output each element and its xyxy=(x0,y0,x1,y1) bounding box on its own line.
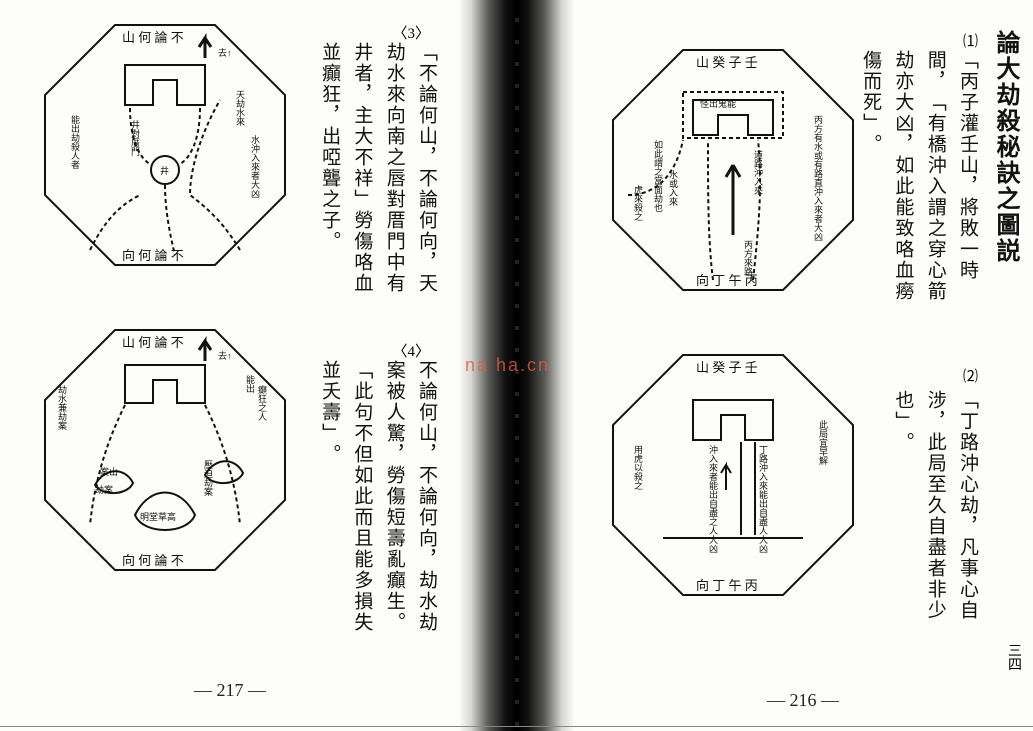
d4-right2: 能出 xyxy=(245,374,255,394)
diagram-1: 山 癸 子 壬 向 丁 午 丙 怪出鬼能 丙方有水或有路直沖入來者大凶 道路沖入… xyxy=(608,45,858,295)
note2-text: ﹁丁路沖心劫︐凡事心自涉︐此局至久自盡者非少也﹂︒ xyxy=(913,390,983,640)
d1-left-a: 如此謂之當面劫也 xyxy=(653,139,663,212)
d3-top: 山 何 論 不 xyxy=(122,30,184,45)
page-number-right: — 216 — xyxy=(573,690,1033,711)
d2-right: 此局宜早解 xyxy=(818,419,828,466)
d1-left-c: 虎來殺之 xyxy=(633,184,643,222)
note3-label: 〈3〉 xyxy=(392,22,430,43)
note2-label: ⑵ xyxy=(963,365,978,386)
d4-ha: 案山 xyxy=(100,466,118,477)
note4-label: 〈4〉 xyxy=(392,340,430,361)
page-number-left: — 217 — xyxy=(0,680,460,701)
d2-bottom: 向 丁 午 丙 xyxy=(696,578,758,593)
d2-il: 沖入來者能出自盡之人大凶 xyxy=(708,444,718,553)
d1-right: 丙方有水或有路直沖入來者大凶 xyxy=(813,115,823,241)
d4-right: 癲狂之人 xyxy=(257,384,267,421)
note1-label: ⑴ xyxy=(963,30,978,51)
d1-banner: 怪出鬼能 xyxy=(700,98,736,109)
note4-text: 不論何山︐不論何向︐劫水劫案被人驚︐勞傷短壽亂癲生︒﹁此句不但如此而且能多損失並… xyxy=(337,360,442,640)
section-title: 論大劫殺秘訣之圖説 xyxy=(984,30,1025,380)
d3-bottom: 向 何 論 不 xyxy=(122,248,184,263)
note1-text: ﹁丙子灌壬山︐將敗一時間︐﹁有橋沖入謂之穿心箭劫亦大凶︐如此能致咯血癆傷而死﹂︒ xyxy=(903,50,983,320)
d3-trc: 去↑ xyxy=(218,47,232,58)
bottom-border xyxy=(0,726,1033,727)
d4-hc: 壓迫劫案 xyxy=(203,460,213,497)
d2-top: 山 癸 子 壬 xyxy=(696,360,758,375)
d1-top: 山 癸 子 壬 xyxy=(696,55,758,70)
d3-inner: 井對厝門 xyxy=(130,119,140,157)
d4-bottom: 向 何 論 不 xyxy=(122,553,184,568)
d1-left-b: 水或入來 xyxy=(668,169,678,207)
d3-ra: 天劫水來 xyxy=(235,90,245,127)
d3-rb: 水沖入來者大凶 xyxy=(250,134,260,198)
diagram-2: 山 癸 子 壬 向 丁 午 丙 此局宜早解 用虎以殺之 丁路沖入來能出自盡人大凶… xyxy=(608,350,858,600)
diagram-4: 山 何 論 不 去↑ 向 何 論 不 劫水兼劫案 癲狂之人 能出 案山 劫案 壓… xyxy=(40,325,290,575)
d4-ha2: 劫案 xyxy=(95,484,113,495)
d1-inner-bottom: 丙方來路 xyxy=(743,240,753,277)
d4-trc: 去↑ xyxy=(218,350,232,361)
d3-well: 井 xyxy=(160,165,169,176)
d2-left: 用虎以殺之 xyxy=(633,445,643,491)
diagram-3: 井 山 何 論 不 去↑ 向 何 論 不 能出劫殺人者 天劫水來 水沖入來者大凶… xyxy=(40,20,290,270)
d4-top: 山 何 論 不 xyxy=(122,335,184,350)
d3-left: 能出劫殺人者 xyxy=(70,114,80,169)
left-page: 〈3〉 ﹁不論何山︐不論何向︐天劫水來向南之唇對厝門中有井者︐主大不祥﹂勞傷咯血… xyxy=(0,0,460,731)
watermark: na ha.cn xyxy=(465,355,550,376)
d2-ir: 丁路沖入來能出自盡人大凶 xyxy=(758,445,768,553)
right-page: 論大劫殺秘訣之圖説 ⑴ ﹁丙子灌壬山︐將敗一時間︐﹁有橋沖入謂之穿心箭劫亦大凶︐… xyxy=(573,0,1033,731)
d4-left: 劫水兼劫案 xyxy=(57,384,67,431)
note3-text: ﹁不論何山︐不論何向︐天劫水來向南之唇對厝門中有井者︐主大不祥﹂勞傷咯血並癲狂︐… xyxy=(337,42,442,312)
d4-mt: 明堂草高 xyxy=(140,511,176,522)
d1-mid: 道路沖入來 xyxy=(753,149,763,196)
small-page-number: 三四 xyxy=(1003,643,1023,671)
